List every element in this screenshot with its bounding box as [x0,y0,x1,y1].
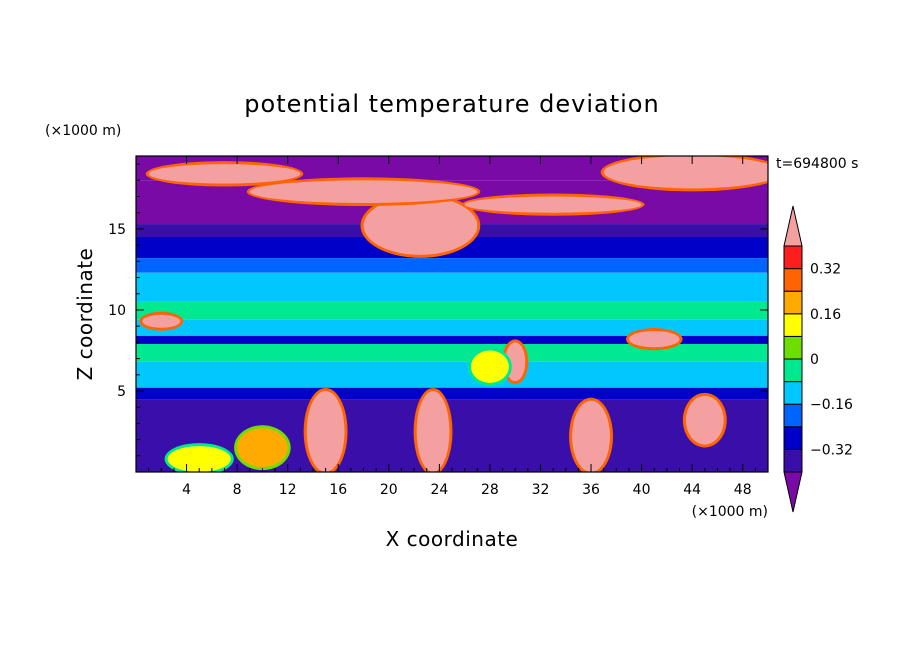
colorbar-label: 0.32 [810,262,841,278]
y-axis-unit: (×1000 m) [45,123,121,139]
contour-region [628,331,680,348]
contour-band [136,343,768,362]
colorbar-label: −0.16 [810,397,853,413]
contour-band [136,258,768,273]
x-tick-label: 16 [329,482,347,498]
contour-field [136,156,768,472]
contour-band [136,335,768,344]
colorbar-min-extension [783,471,803,513]
colorbar-segment [783,313,803,337]
x-tick-label: 28 [481,482,499,498]
colorbar-segment [783,403,803,428]
x-axis: 4 8 12 16 20 24 28 32 36 40 44 48 [148,156,756,498]
y-tick-label: 5 [117,384,126,400]
x-axis-unit: (×1000 m) [692,504,768,520]
contour-band [136,361,768,388]
x-tick-label: 44 [683,482,701,498]
colorbar-segment [783,448,803,473]
colorbar-segment [783,381,803,405]
contour-region [470,350,509,383]
x-tick-label: 36 [582,482,600,498]
contour-band [136,319,768,336]
x-tick-label: 32 [532,482,550,498]
x-tick-label: 8 [233,482,242,498]
x-tick-label: 20 [380,482,398,498]
colorbar-segment [783,268,803,292]
y-tick-label: 10 [108,303,126,319]
contour-region [363,196,478,255]
contour-region [249,180,478,203]
colorbar-label: −0.32 [810,442,853,458]
colorbar-segment [783,245,803,270]
contour-region [464,196,642,213]
colorbar: 0.32 0.16 0 −0.16 −0.32 [783,205,853,513]
contour-band [136,272,768,302]
contour-region [148,164,301,184]
colorbar-label: 0.16 [810,307,841,323]
colorbar-segment [783,426,803,450]
y-tick-label: 15 [108,222,126,238]
contour-band [136,387,768,400]
colorbar-segment [783,335,803,360]
colorbar-max-extension [783,205,803,247]
contour-region [603,156,768,189]
contour-region [142,314,181,328]
x-tick-label: 12 [279,482,297,498]
x-tick-label: 24 [430,482,448,498]
x-axis-label: X coordinate [386,527,519,551]
contour-band [136,301,768,320]
contour-region [685,395,724,445]
colorbar-label: 0 [810,352,819,368]
x-tick-label: 4 [182,482,191,498]
colorbar-segment [783,358,803,383]
contour-region [416,390,450,472]
time-label: t=694800 s [776,156,858,172]
y-axis: 5 10 15 [108,163,768,457]
x-tick-label: 48 [734,482,752,498]
contour-region [167,446,231,472]
colorbar-segment [783,290,803,315]
contour-region [306,390,345,472]
y-axis-label: Z coordinate [73,248,97,381]
contour-region [572,400,610,472]
x-tick-label: 40 [633,482,651,498]
contour-region [237,428,288,468]
chart-title: potential temperature deviation [244,90,659,118]
